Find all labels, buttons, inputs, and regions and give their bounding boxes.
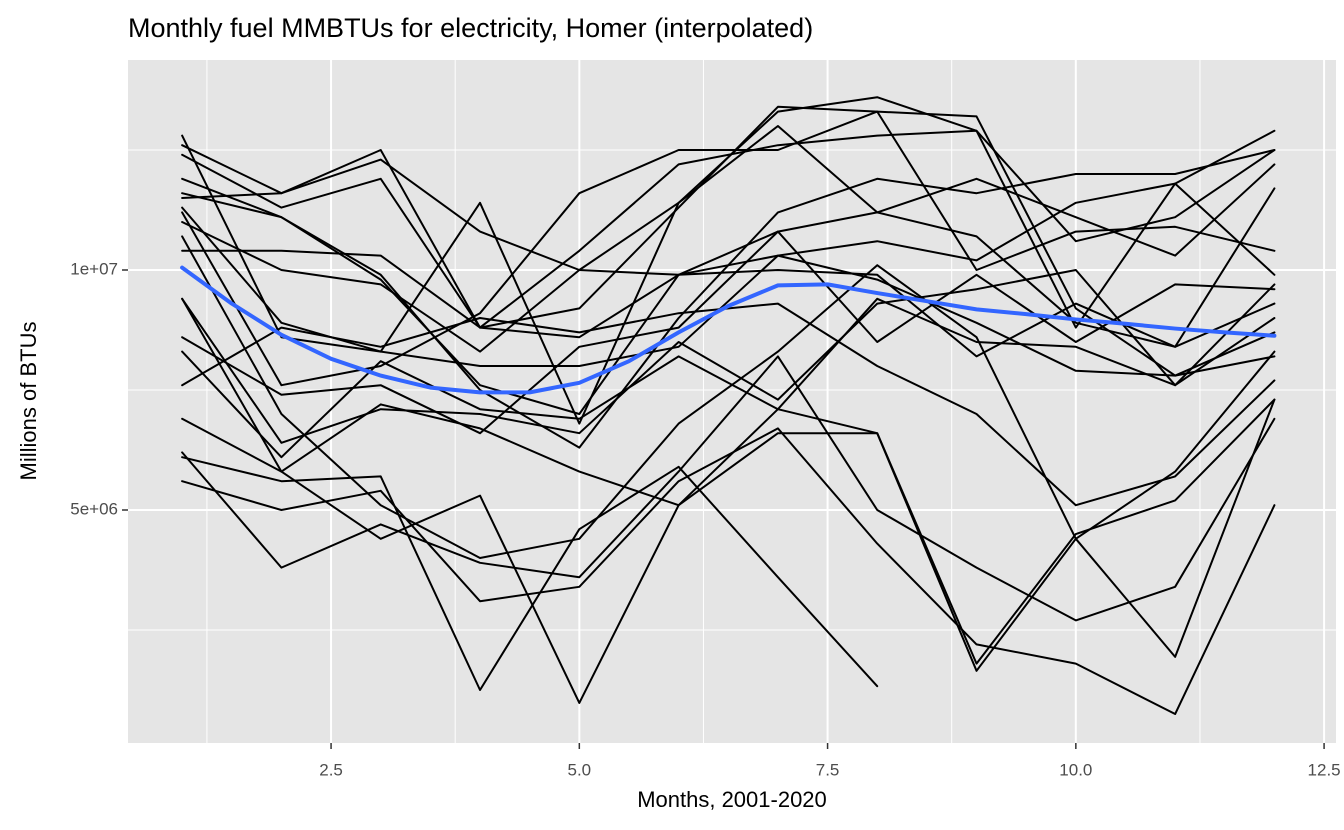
series-line [181, 134, 1276, 377]
series-line [181, 297, 1276, 459]
series-line [181, 427, 1276, 716]
series-line [181, 230, 1276, 435]
series-line [181, 355, 1276, 622]
series-line [181, 398, 1276, 665]
y-tick-label: 5e+06 [70, 499, 118, 518]
series-line [181, 297, 1276, 704]
x-tick-label: 10.0 [1059, 760, 1092, 779]
series-line [181, 96, 1276, 425]
x-tick-label: 12.5 [1308, 760, 1341, 779]
series-line [181, 249, 1276, 358]
x-tick-label: 5.0 [568, 760, 592, 779]
y-tick-label: 1e+07 [70, 259, 118, 278]
series-line [181, 187, 1276, 415]
series-line [181, 129, 1276, 329]
x-tick-label: 2.5 [319, 760, 343, 779]
x-axis-title: Months, 2001-2020 [637, 787, 827, 812]
x-tick-label: 7.5 [816, 760, 840, 779]
series-line [181, 149, 1276, 449]
chart-title: Monthly fuel MMBTUs for electricity, Hom… [128, 13, 813, 43]
series-line [181, 125, 1276, 353]
y-axis-title: Millions of BTUs [16, 322, 41, 481]
series-line [181, 456, 879, 692]
smooth-line [180, 265, 1277, 395]
series-line [181, 302, 1276, 507]
